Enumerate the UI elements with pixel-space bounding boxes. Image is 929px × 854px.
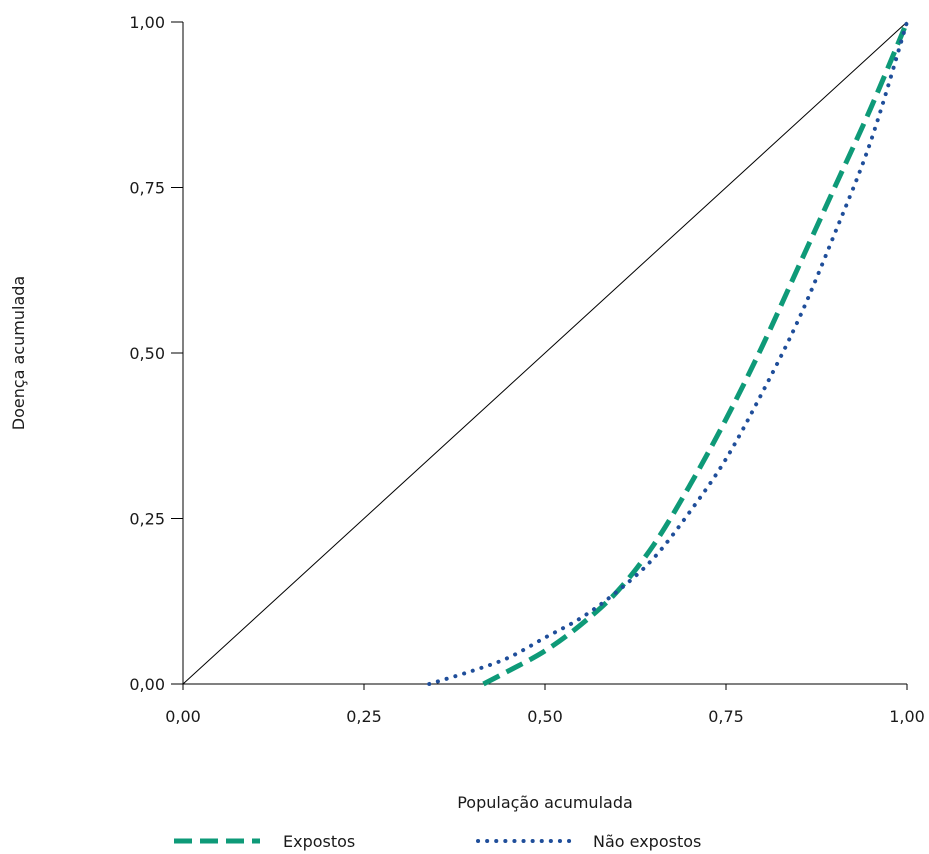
y-tick-label: 0,50 (129, 344, 165, 363)
series-line-nao-expostos (429, 22, 907, 684)
series-line-expostos (483, 22, 907, 684)
x-tick-label: 0,75 (708, 707, 744, 726)
equality-line (183, 22, 907, 684)
y-axis-title: Doença acumulada (9, 276, 28, 430)
x-tick-label: 0,25 (346, 707, 382, 726)
y-tick-label: 1,00 (129, 13, 165, 32)
legend: Expostos Não expostos (174, 832, 701, 851)
y-tick-label: 0,00 (129, 675, 165, 694)
y-tick-label: 0,25 (129, 510, 165, 529)
legend-label: Expostos (283, 832, 355, 851)
x-tick-label: 0,00 (165, 707, 201, 726)
x-tick-label: 1,00 (889, 707, 925, 726)
legend-label: Não expostos (593, 832, 701, 851)
x-tick-label: 0,50 (527, 707, 563, 726)
y-tick-label: 0,75 (129, 179, 165, 198)
equality-line-group (183, 22, 907, 684)
series-group (429, 22, 907, 684)
x-axis-title: População acumulada (457, 793, 633, 812)
